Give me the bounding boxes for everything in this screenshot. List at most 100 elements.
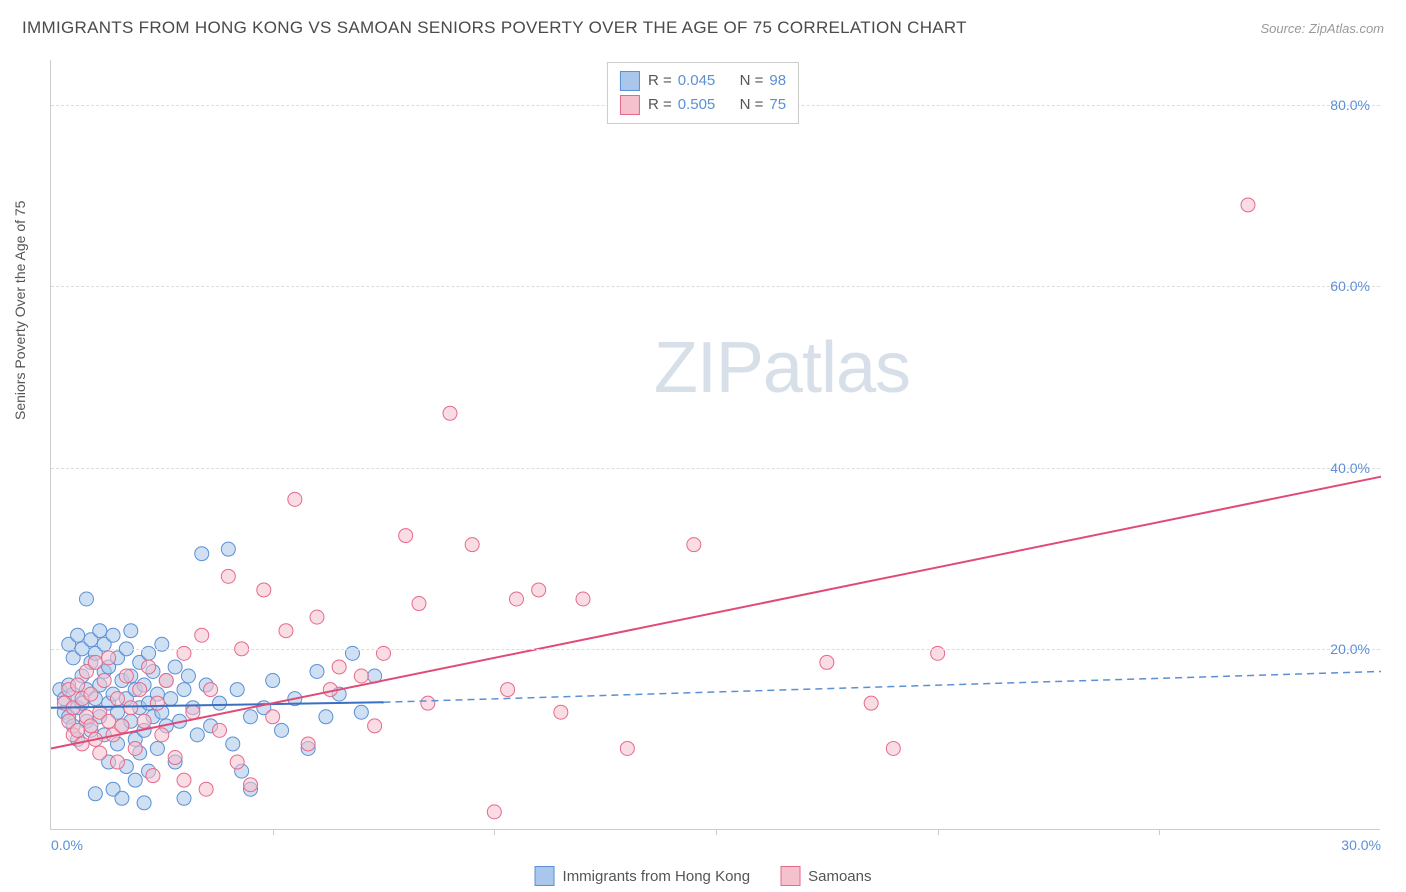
scatter-point-samoan <box>368 719 382 733</box>
legend-swatch-samoan <box>620 95 640 115</box>
scatter-point-hk <box>230 683 244 697</box>
scatter-point-hk <box>115 791 129 805</box>
trend-line-dash-hk <box>384 671 1382 702</box>
scatter-point-hk <box>164 692 178 706</box>
scatter-point-samoan <box>71 723 85 737</box>
gridline <box>51 649 1380 650</box>
x-tick-label-max: 30.0% <box>1341 837 1381 853</box>
scatter-point-samoan <box>111 755 125 769</box>
scatter-point-hk <box>195 547 209 561</box>
r-label: R = <box>648 69 672 93</box>
scatter-point-samoan <box>88 655 102 669</box>
scatter-point-samoan <box>244 778 258 792</box>
scatter-point-samoan <box>886 741 900 755</box>
scatter-point-samoan <box>221 569 235 583</box>
scatter-point-hk <box>244 710 258 724</box>
scatter-point-samoan <box>332 660 346 674</box>
series-legend-item-samoan: Samoans <box>780 866 871 886</box>
trend-line-samoan <box>51 477 1381 749</box>
scatter-point-samoan <box>266 710 280 724</box>
scatter-point-samoan <box>204 683 218 697</box>
scatter-point-samoan <box>310 610 324 624</box>
scatter-point-samoan <box>115 719 129 733</box>
scatter-point-hk <box>181 669 195 683</box>
gridline <box>51 468 1380 469</box>
gridline <box>51 286 1380 287</box>
scatter-point-samoan <box>142 660 156 674</box>
series-legend: Immigrants from Hong Kong Samoans <box>535 866 872 886</box>
r-label: R = <box>648 93 672 117</box>
scatter-point-samoan <box>195 628 209 642</box>
scatter-point-hk <box>275 723 289 737</box>
scatter-point-samoan <box>554 705 568 719</box>
y-tick-label: 40.0% <box>1330 460 1370 476</box>
scatter-point-hk <box>88 787 102 801</box>
scatter-point-samoan <box>820 655 834 669</box>
scatter-point-hk <box>212 696 226 710</box>
scatter-point-samoan <box>465 538 479 552</box>
scatter-point-samoan <box>128 741 142 755</box>
scatter-point-hk <box>221 542 235 556</box>
scatter-point-samoan <box>199 782 213 796</box>
y-tick-label: 60.0% <box>1330 278 1370 294</box>
scatter-point-samoan <box>487 805 501 819</box>
scatter-point-hk <box>128 773 142 787</box>
scatter-point-samoan <box>124 701 138 715</box>
x-tick <box>716 829 717 835</box>
scatter-point-hk <box>150 741 164 755</box>
scatter-point-samoan <box>119 669 133 683</box>
y-axis-label: Seniors Poverty Over the Age of 75 <box>12 201 28 420</box>
chart-title: IMMIGRANTS FROM HONG KONG VS SAMOAN SENI… <box>22 18 967 38</box>
scatter-point-samoan <box>84 719 98 733</box>
scatter-point-samoan <box>1241 198 1255 212</box>
scatter-point-samoan <box>84 687 98 701</box>
scatter-point-samoan <box>510 592 524 606</box>
series-label: Immigrants from Hong Kong <box>563 868 751 885</box>
scatter-point-samoan <box>399 529 413 543</box>
scatter-point-samoan <box>93 746 107 760</box>
scatter-point-samoan <box>159 674 173 688</box>
scatter-plot-svg <box>51 60 1380 829</box>
legend-swatch-hk <box>535 866 555 886</box>
legend-row-samoan: R = 0.505 N = 75 <box>620 93 786 117</box>
scatter-point-samoan <box>150 696 164 710</box>
scatter-point-samoan <box>146 769 160 783</box>
scatter-point-samoan <box>576 592 590 606</box>
title-bar: IMMIGRANTS FROM HONG KONG VS SAMOAN SENI… <box>22 18 1384 38</box>
scatter-point-hk <box>354 705 368 719</box>
n-label: N = <box>740 69 764 93</box>
scatter-point-samoan <box>212 723 226 737</box>
scatter-point-samoan <box>301 737 315 751</box>
scatter-point-hk <box>106 628 120 642</box>
x-tick <box>938 829 939 835</box>
scatter-point-samoan <box>532 583 546 597</box>
scatter-point-hk <box>71 628 85 642</box>
n-value: 75 <box>769 93 786 117</box>
scatter-point-samoan <box>443 406 457 420</box>
scatter-point-samoan <box>864 696 878 710</box>
scatter-point-hk <box>177 683 191 697</box>
x-tick <box>494 829 495 835</box>
scatter-point-hk <box>93 624 107 638</box>
legend-swatch-hk <box>620 71 640 91</box>
scatter-point-samoan <box>155 728 169 742</box>
scatter-point-samoan <box>620 741 634 755</box>
source-attribution: Source: ZipAtlas.com <box>1260 21 1384 36</box>
x-tick <box>1159 829 1160 835</box>
scatter-point-samoan <box>501 683 515 697</box>
x-tick-label-min: 0.0% <box>51 837 83 853</box>
scatter-point-samoan <box>288 492 302 506</box>
scatter-point-samoan <box>168 751 182 765</box>
scatter-point-samoan <box>133 683 147 697</box>
series-label: Samoans <box>808 868 871 885</box>
scatter-point-hk <box>266 674 280 688</box>
scatter-point-hk <box>319 710 333 724</box>
scatter-point-samoan <box>421 696 435 710</box>
y-tick-label: 20.0% <box>1330 641 1370 657</box>
r-value: 0.045 <box>678 69 716 93</box>
scatter-point-hk <box>79 592 93 606</box>
scatter-point-samoan <box>111 692 125 706</box>
scatter-point-hk <box>137 796 151 810</box>
r-value: 0.505 <box>678 93 716 117</box>
legend-swatch-samoan <box>780 866 800 886</box>
